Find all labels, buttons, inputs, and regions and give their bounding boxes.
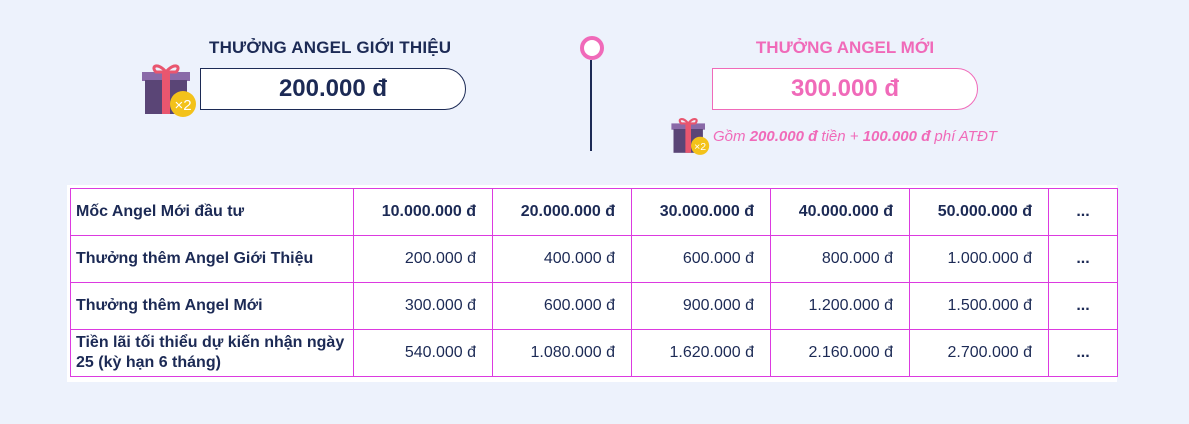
table-cell: 20.000.000 đ — [492, 188, 632, 236]
table-cell: 400.000 đ — [492, 235, 632, 283]
referral-reward-amount: 200.000 đ — [200, 68, 466, 110]
table-cell: 200.000 đ — [353, 235, 493, 283]
divider-line — [590, 60, 592, 151]
table-cell: 300.000 đ — [353, 282, 493, 330]
more-cell: ... — [1048, 188, 1118, 236]
reward-table: Mốc Angel Mới đầu tư 10.000.000 đ 20.000… — [70, 188, 1118, 377]
table-cell: 1.000.000 đ — [909, 235, 1049, 283]
table-row: Tiền lãi tối thiểu dự kiến nhận ngày 25 … — [70, 329, 1118, 377]
row-label: Thưởng thêm Angel Giới Thiệu — [70, 235, 354, 283]
table-cell: 2.700.000 đ — [909, 329, 1049, 377]
table-row: Mốc Angel Mới đầu tư 10.000.000 đ 20.000… — [70, 188, 1118, 236]
table-cell: 600.000 đ — [492, 282, 632, 330]
new-angel-reward-amount: 300.000 đ — [712, 68, 978, 110]
gift-x2-icon: ×2 — [142, 64, 196, 117]
table-cell: 900.000 đ — [631, 282, 771, 330]
reward-table-panel: Mốc Angel Mới đầu tư 10.000.000 đ 20.000… — [67, 185, 1118, 382]
table-cell: 30.000.000 đ — [631, 188, 771, 236]
new-angel-reward-title: THƯỞNG ANGEL MỚI — [755, 38, 935, 57]
table-cell: 50.000.000 đ — [909, 188, 1049, 236]
table-row: Thưởng thêm Angel Mới 300.000 đ 600.000 … — [70, 282, 1118, 330]
table-cell: 1.620.000 đ — [631, 329, 771, 377]
row-label: Tiền lãi tối thiểu dự kiến nhận ngày 25 … — [70, 329, 354, 377]
table-cell: 600.000 đ — [631, 235, 771, 283]
table-cell: 10.000.000 đ — [353, 188, 493, 236]
table-cell: 1.080.000 đ — [492, 329, 632, 377]
table-cell: 1.500.000 đ — [909, 282, 1049, 330]
table-cell: 1.200.000 đ — [770, 282, 910, 330]
table-cell: 2.160.000 đ — [770, 329, 910, 377]
more-cell: ... — [1048, 235, 1118, 283]
gift-x2-icon: ×2 — [671, 118, 710, 155]
more-cell: ... — [1048, 282, 1118, 330]
table-cell: 40.000.000 đ — [770, 188, 910, 236]
table-cell: 540.000 đ — [353, 329, 493, 377]
referral-reward-title: THƯỞNG ANGEL GIỚI THIỆU — [209, 38, 452, 57]
table-row: Thưởng thêm Angel Giới Thiệu 200.000 đ 4… — [70, 235, 1118, 283]
gift-badge: ×2 — [694, 141, 706, 153]
divider-dot — [580, 36, 604, 60]
table-cell: 800.000 đ — [770, 235, 910, 283]
gift-badge: ×2 — [174, 97, 191, 114]
row-label: Mốc Angel Mới đầu tư — [70, 188, 354, 236]
row-label: Thưởng thêm Angel Mới — [70, 282, 354, 330]
more-cell: ... — [1048, 329, 1118, 377]
reward-breakdown-note: Gồm 200.000 đ tiền + 100.000 đ phí ATĐT — [713, 128, 997, 145]
